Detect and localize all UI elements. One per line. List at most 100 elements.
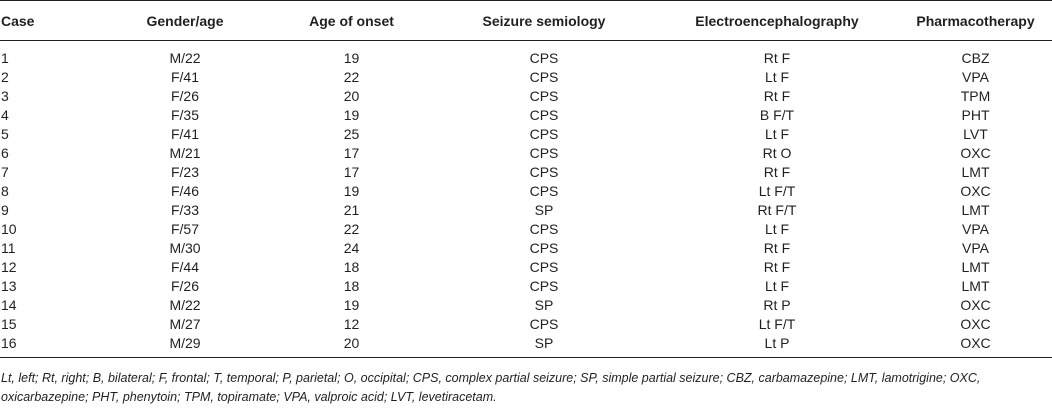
cell-seizure-semiology: CPS [529, 259, 559, 275]
cell-seizure-semiology: CPS [529, 278, 559, 294]
cell-seizure-semiology: CPS [529, 164, 559, 180]
cell-pharmacotherapy: PHT [961, 107, 990, 123]
cell-pharmacotherapy: OXC [960, 145, 991, 161]
table-row: 12 F/44 18 CPS Rt F LMT [0, 258, 1052, 277]
header-age-of-onset: Age of onset [270, 0, 433, 41]
cell-electroencephalography: Rt F [763, 259, 791, 275]
cell-age-of-onset: 19 [343, 183, 360, 199]
cell-electroencephalography: Lt P [655, 334, 899, 358]
cell-electroencephalography: Lt F [764, 221, 790, 237]
table-row: 10 F/57 22 CPS Lt F VPA [0, 220, 1052, 239]
header-electroencephalography: Electroencephalography [655, 0, 899, 41]
cell-age-of-onset: 17 [343, 164, 360, 180]
header-case: Case [0, 0, 100, 41]
table-row: 15 M/27 12 CPS Lt F/T OXC [0, 315, 1052, 334]
cell-age-of-onset: 18 [343, 278, 360, 294]
cell-seizure-semiology: CPS [529, 50, 559, 66]
cell-case: 8 [1, 183, 9, 199]
cell-gender-age: F/35 [170, 107, 199, 123]
cell-case: 3 [1, 88, 9, 104]
cell-pharmacotherapy: CBZ [961, 50, 990, 66]
cell-seizure-semiology: CPS [529, 107, 559, 123]
cell-case: 9 [1, 202, 9, 218]
cell-pharmacotherapy: VPA [962, 69, 989, 85]
cell-pharmacotherapy: OXC [960, 183, 991, 199]
cell-electroencephalography: Lt F/T [758, 183, 796, 199]
table-row: 7 F/23 17 CPS Rt F LMT [0, 163, 1052, 182]
clinical-table-container: Case Gender/age Age of onset Seizure sem… [0, 0, 1052, 358]
table-row: 2 F/41 22 CPS Lt F VPA [0, 68, 1052, 87]
cell-electroencephalography: Lt F/T [758, 316, 796, 332]
cell-seizure-semiology: CPS [529, 88, 559, 104]
cell-age-of-onset: 19 [343, 107, 360, 123]
cell-gender-age: M/21 [169, 145, 201, 161]
cell-gender-age: F/44 [170, 259, 199, 275]
cell-case: 10 [1, 221, 17, 237]
cell-age-of-onset: 20 [270, 334, 433, 358]
table-row: 13 F/26 18 CPS Lt F LMT [0, 277, 1052, 296]
cell-pharmacotherapy: LMT [961, 164, 990, 180]
cell-pharmacotherapy: LVT [963, 126, 988, 142]
cell-electroencephalography: Rt O [762, 145, 792, 161]
table-row: 8 F/46 19 CPS Lt F/T OXC [0, 182, 1052, 201]
cell-electroencephalography: Rt F/T [757, 202, 797, 218]
cell-case: 13 [1, 278, 17, 294]
cell-case: 1 [1, 50, 9, 66]
cell-pharmacotherapy: VPA [962, 221, 989, 237]
cell-seizure-semiology: CPS [529, 316, 559, 332]
table-row: 3 F/26 20 CPS Rt F TPM [0, 87, 1052, 106]
table-row: 5 F/41 25 CPS Lt F LVT [0, 125, 1052, 144]
cell-case: 5 [1, 126, 9, 142]
cell-age-of-onset: 22 [343, 69, 360, 85]
table-row: 4 F/35 19 CPS B F/T PHT [0, 106, 1052, 125]
cell-seizure-semiology: CPS [529, 145, 559, 161]
cell-electroencephalography: Rt F [763, 50, 791, 66]
cell-age-of-onset: 20 [343, 88, 360, 104]
cell-electroencephalography: Lt F [764, 126, 790, 142]
cell-case: 14 [1, 297, 17, 313]
cell-pharmacotherapy: OXC [960, 316, 991, 332]
header-row: Case Gender/age Age of onset Seizure sem… [0, 0, 1052, 41]
cell-gender-age: M/22 [169, 297, 201, 313]
cell-electroencephalography: Rt F [763, 88, 791, 104]
table-row: 14 M/22 19 SP Rt P OXC [0, 296, 1052, 315]
cell-age-of-onset: 12 [343, 316, 360, 332]
cell-gender-age: F/26 [170, 88, 199, 104]
cell-case: 2 [1, 69, 9, 85]
cell-age-of-onset: 19 [343, 297, 360, 313]
cell-case: 7 [1, 164, 9, 180]
cell-age-of-onset: 22 [343, 221, 360, 237]
cell-electroencephalography: Lt F [764, 69, 790, 85]
patient-clinical-table: Case Gender/age Age of onset Seizure sem… [0, 0, 1052, 358]
cell-age-of-onset: 19 [343, 50, 360, 66]
cell-seizure-semiology: CPS [529, 183, 559, 199]
cell-pharmacotherapy: VPA [962, 240, 989, 256]
cell-gender-age: F/57 [170, 221, 199, 237]
cell-gender-age: F/33 [170, 202, 199, 218]
cell-gender-age: F/23 [170, 164, 199, 180]
cell-pharmacotherapy: LMT [961, 202, 990, 218]
cell-gender-age: F/26 [170, 278, 199, 294]
header-seizure-semiology: Seizure semiology [433, 0, 655, 41]
table-row: 16 M/29 20 SP Lt P OXC [0, 334, 1052, 358]
cell-gender-age: F/41 [170, 126, 199, 142]
table-footnote: Lt, left; Rt, right; B, bilateral; F, fr… [1, 371, 981, 404]
table-row: 9 F/33 21 SP Rt F/T LMT [0, 201, 1052, 220]
cell-electroencephalography: Lt F [764, 278, 790, 294]
cell-electroencephalography: Rt P [763, 297, 791, 313]
cell-seizure-semiology: CPS [529, 240, 559, 256]
table-row: 6 M/21 17 CPS Rt O OXC [0, 144, 1052, 163]
cell-seizure-semiology: CPS [529, 126, 559, 142]
cell-electroencephalography: B F/T [759, 107, 795, 123]
cell-electroencephalography: Rt F [763, 164, 791, 180]
cell-pharmacotherapy: LMT [961, 278, 990, 294]
cell-pharmacotherapy: OXC [960, 297, 991, 313]
cell-age-of-onset: 18 [343, 259, 360, 275]
cell-gender-age: M/27 [169, 316, 201, 332]
cell-age-of-onset: 24 [343, 240, 360, 256]
header-pharmacotherapy: Pharmacotherapy [899, 0, 1052, 41]
cell-gender-age: F/41 [170, 69, 199, 85]
cell-case: 15 [1, 316, 17, 332]
header-gender-age: Gender/age [100, 0, 270, 41]
cell-seizure-semiology: SP [534, 202, 554, 218]
